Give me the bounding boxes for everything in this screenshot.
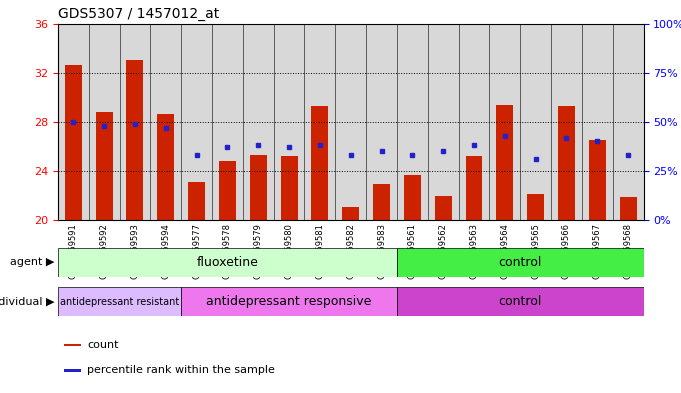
Bar xyxy=(404,174,421,220)
Bar xyxy=(212,24,243,220)
Bar xyxy=(311,106,328,220)
Bar xyxy=(490,24,520,220)
Bar xyxy=(127,61,144,220)
Text: fluoxetine: fluoxetine xyxy=(197,256,258,269)
Bar xyxy=(582,24,613,220)
Bar xyxy=(89,24,120,220)
Bar xyxy=(343,207,359,220)
Text: antidepressant resistant: antidepressant resistant xyxy=(60,297,179,307)
Bar xyxy=(250,155,267,220)
Bar xyxy=(434,195,452,220)
Bar xyxy=(589,140,606,220)
Bar xyxy=(58,287,181,316)
Text: control: control xyxy=(498,295,542,308)
Bar xyxy=(243,24,274,220)
Bar xyxy=(58,248,397,277)
Bar xyxy=(157,114,174,220)
Bar xyxy=(64,369,81,372)
Bar xyxy=(397,24,428,220)
Bar xyxy=(428,24,458,220)
Bar xyxy=(373,184,390,220)
Text: percentile rank within the sample: percentile rank within the sample xyxy=(87,365,275,375)
Bar xyxy=(274,24,304,220)
Bar xyxy=(181,24,212,220)
Bar xyxy=(151,24,181,220)
Bar xyxy=(64,344,81,346)
Bar xyxy=(397,287,644,316)
Bar xyxy=(620,197,637,220)
Bar xyxy=(181,287,397,316)
Bar xyxy=(527,194,544,220)
Bar xyxy=(466,156,482,220)
Bar xyxy=(458,24,490,220)
Bar xyxy=(397,248,644,277)
Bar xyxy=(65,65,82,220)
Bar xyxy=(496,105,513,220)
Bar xyxy=(558,106,575,220)
Bar xyxy=(366,24,397,220)
Text: control: control xyxy=(498,256,542,269)
Bar xyxy=(551,24,582,220)
Bar xyxy=(58,24,89,220)
Bar xyxy=(188,182,205,220)
Text: count: count xyxy=(87,340,118,350)
Bar xyxy=(335,24,366,220)
Text: GDS5307 / 1457012_at: GDS5307 / 1457012_at xyxy=(58,7,219,21)
Text: individual ▶: individual ▶ xyxy=(0,297,54,307)
Bar xyxy=(520,24,551,220)
Bar xyxy=(281,156,298,220)
Bar xyxy=(120,24,151,220)
Bar xyxy=(304,24,335,220)
Text: antidepressant responsive: antidepressant responsive xyxy=(206,295,372,308)
Bar xyxy=(95,112,112,220)
Text: agent ▶: agent ▶ xyxy=(10,257,54,267)
Bar xyxy=(613,24,644,220)
Bar xyxy=(219,161,236,220)
